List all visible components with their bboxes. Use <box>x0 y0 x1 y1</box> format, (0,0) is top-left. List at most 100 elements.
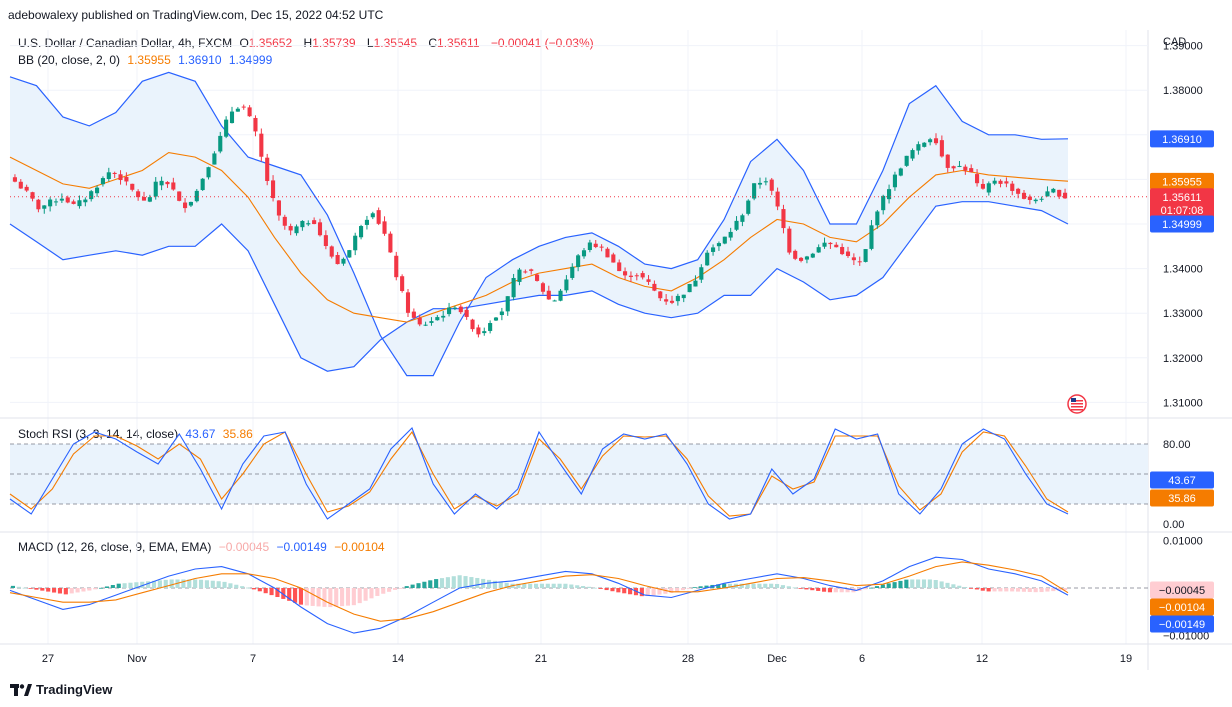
macd-histogram-bar <box>381 588 386 594</box>
candle-body <box>611 254 616 263</box>
macd-histogram-bar <box>181 579 186 588</box>
macd-histogram-bar <box>204 580 209 588</box>
macd-histogram-bar <box>774 583 780 588</box>
candle-body <box>904 155 909 166</box>
candle-body <box>687 283 692 293</box>
macd-histogram-bar <box>904 579 909 588</box>
price-axis-tick: 1.38000 <box>1163 85 1203 97</box>
macd-histogram-bar <box>863 588 868 590</box>
macd-histogram-bar <box>628 588 633 595</box>
candle-body <box>910 150 915 159</box>
candle-body <box>705 252 710 266</box>
candle-body <box>793 250 798 259</box>
macd-histogram-bar <box>1033 588 1038 593</box>
macd-histogram-bar <box>581 586 586 588</box>
macd-histogram-bar <box>251 588 256 590</box>
macd-histogram-bar <box>369 588 374 599</box>
macd-histogram-bar <box>616 588 621 593</box>
candle-body <box>804 256 809 260</box>
bb-upper-value: 1.36910 <box>178 53 222 67</box>
us-flag-canton <box>1071 398 1076 402</box>
macd-histogram-bar <box>498 581 503 588</box>
macd-label-signal: −0.00104 <box>1150 598 1214 616</box>
macd-histogram-bar <box>645 588 650 597</box>
candle-body <box>963 166 968 171</box>
price-label-last-text: 1.35611 <box>1163 192 1202 204</box>
macd-histogram-bar <box>933 579 938 588</box>
macd-histogram-bar <box>575 585 580 588</box>
macd-histogram-bar <box>163 579 168 588</box>
candle-body <box>224 119 229 137</box>
candle-body <box>376 210 381 224</box>
macd-label: MACD (12, 26, close, 9, EMA, EMA) <box>18 540 212 554</box>
time-axis-tick: Nov <box>127 653 147 665</box>
candle-body <box>675 295 680 302</box>
candle-body <box>18 181 23 189</box>
candle-body <box>165 181 170 185</box>
candle-body <box>476 327 481 335</box>
candle-body <box>892 174 897 188</box>
price-label-bb-upper: 1.36910 <box>1150 130 1214 148</box>
symbol-name: U.S. Dollar / Canadian Dollar, 4h, FXCM <box>18 36 233 50</box>
macd-histogram-bar <box>298 588 304 605</box>
price-axis-tick: 1.34000 <box>1163 264 1203 276</box>
macd-histogram-bar <box>146 581 151 588</box>
candle-body <box>317 222 323 236</box>
candle-body <box>1010 183 1015 191</box>
candle-body <box>570 266 575 278</box>
macd-histogram-bar <box>340 588 345 607</box>
macd-axis-tick: −0.01000 <box>1163 630 1209 642</box>
macd-histogram-bar <box>516 583 521 588</box>
macd-histogram-bar <box>287 588 292 601</box>
candle-body <box>106 172 111 180</box>
macd-histogram-bar <box>675 588 680 592</box>
candle-body <box>312 220 317 225</box>
time-axis-tick: 28 <box>682 653 694 665</box>
rsi-label: Stoch RSI (3, 3, 14, 14, close) <box>18 427 179 441</box>
candle-body <box>945 154 950 168</box>
macd-histogram-bar <box>522 583 527 588</box>
candle-body <box>71 201 76 204</box>
candle-body <box>757 182 763 185</box>
macd-histogram-bar <box>140 581 145 588</box>
candle-body <box>752 183 757 199</box>
candle-body <box>183 202 188 209</box>
price-label-bb-lower-bg <box>1150 215 1214 233</box>
price-label-bb-basis-text: 1.35955 <box>1162 176 1202 188</box>
candle-body <box>1027 196 1032 200</box>
candle-body <box>517 269 522 282</box>
candle-body <box>276 200 281 216</box>
time-axis-tick: Dec <box>767 653 787 665</box>
macd-histogram-bar <box>245 587 251 589</box>
candle-body <box>799 257 804 261</box>
macd-label-hist-bg <box>1150 581 1214 599</box>
macd-histogram-bar <box>763 583 768 588</box>
candle-body <box>464 309 469 317</box>
candle-body <box>370 213 375 218</box>
macd-histogram-bar <box>22 587 27 589</box>
macd-histogram-bar <box>810 588 815 591</box>
candle-body <box>992 180 997 184</box>
candle-body <box>188 201 193 206</box>
macd-histogram-bar <box>539 583 544 588</box>
macd-histogram-bar <box>569 584 574 588</box>
candle-body <box>669 300 675 303</box>
macd-histogram-bar <box>945 582 950 588</box>
price-axis-tick: 1.31000 <box>1163 397 1203 409</box>
macd-line-value: −0.00149 <box>276 540 327 554</box>
candle-body <box>24 186 29 191</box>
macd-histogram-bar <box>75 588 80 593</box>
price-label-last-text: 01:07:08 <box>1161 205 1204 217</box>
macd-histogram-bar <box>980 588 985 591</box>
candle-body <box>986 183 991 193</box>
macd-histogram-bar <box>534 583 539 588</box>
macd-histogram-bar <box>563 583 568 588</box>
candle-body <box>235 108 240 112</box>
candle-body <box>869 225 874 249</box>
macd-histogram-bar <box>457 575 462 588</box>
macd-legend: MACD (12, 26, close, 9, EMA, EMA) −0.000… <box>18 540 389 554</box>
macd-histogram-bar <box>586 586 592 588</box>
candle-body <box>558 290 563 301</box>
macd-histogram-bar <box>998 588 1003 592</box>
